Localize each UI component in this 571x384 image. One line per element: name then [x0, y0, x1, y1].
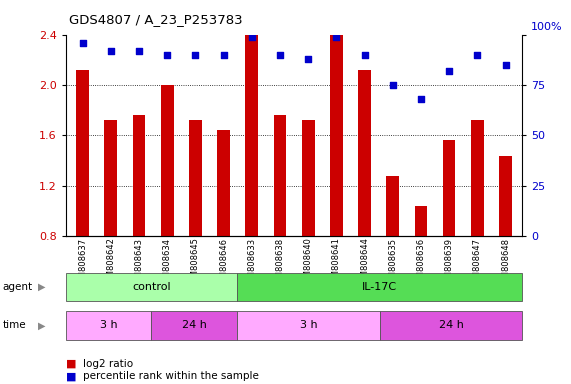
Text: 3 h: 3 h: [100, 320, 117, 331]
Point: [191, 52, 200, 58]
Point: [304, 56, 313, 62]
Point: [388, 82, 397, 88]
Text: GDS4807 / A_23_P253783: GDS4807 / A_23_P253783: [69, 13, 242, 26]
Bar: [246, 35, 258, 236]
Bar: [77, 70, 89, 236]
Text: agent: agent: [3, 282, 33, 292]
Bar: [330, 35, 343, 236]
Bar: [302, 120, 315, 236]
Text: control: control: [132, 282, 171, 292]
Bar: [217, 130, 230, 236]
Text: log2 ratio: log2 ratio: [83, 359, 133, 369]
Point: [473, 52, 482, 58]
Bar: [443, 141, 456, 236]
Text: percentile rank within the sample: percentile rank within the sample: [83, 371, 259, 381]
Bar: [499, 156, 512, 236]
Point: [275, 52, 284, 58]
Text: ▶: ▶: [38, 282, 46, 292]
Text: 24 h: 24 h: [182, 320, 207, 331]
Text: ▶: ▶: [38, 320, 46, 331]
Bar: [358, 70, 371, 236]
Point: [134, 48, 143, 54]
Text: 24 h: 24 h: [439, 320, 464, 331]
Point: [106, 48, 115, 54]
Point: [360, 52, 369, 58]
Text: 3 h: 3 h: [300, 320, 317, 331]
Bar: [161, 85, 174, 236]
Point: [416, 96, 425, 102]
Bar: [274, 115, 286, 236]
Point: [247, 33, 256, 40]
Bar: [189, 120, 202, 236]
Text: ■: ■: [66, 359, 76, 369]
Bar: [415, 206, 427, 236]
Text: ■: ■: [66, 371, 76, 381]
Bar: [104, 120, 117, 236]
Text: IL-17C: IL-17C: [362, 282, 397, 292]
Text: 100%: 100%: [531, 22, 562, 32]
Point: [501, 62, 510, 68]
Point: [163, 52, 172, 58]
Point: [445, 68, 454, 74]
Text: time: time: [3, 320, 26, 331]
Bar: [471, 120, 484, 236]
Point: [332, 33, 341, 40]
Bar: [387, 176, 399, 236]
Bar: [132, 115, 146, 236]
Point: [78, 40, 87, 46]
Point: [219, 52, 228, 58]
